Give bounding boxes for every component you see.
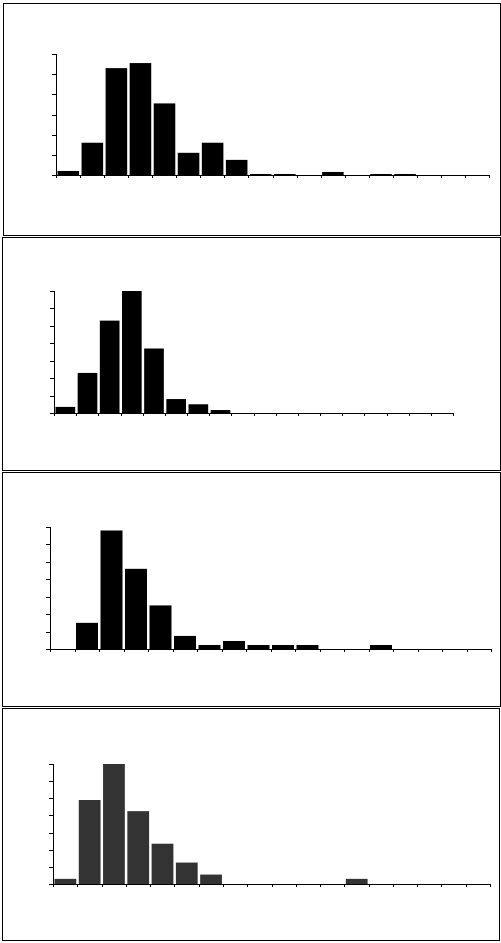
bar	[105, 68, 128, 175]
bar	[175, 862, 198, 884]
bar	[144, 348, 164, 413]
chart-panel	[2, 472, 501, 707]
bar	[200, 874, 222, 884]
bar	[55, 406, 76, 413]
bar	[177, 152, 200, 175]
bar	[201, 142, 224, 175]
bar	[78, 800, 101, 884]
bar	[153, 103, 176, 175]
bar	[151, 843, 174, 884]
bar	[127, 811, 150, 884]
bar	[247, 644, 270, 649]
bar	[345, 878, 368, 884]
chart-panel	[2, 237, 501, 471]
bar	[174, 635, 196, 649]
bar	[122, 291, 142, 413]
bar	[370, 173, 392, 175]
bar	[76, 622, 98, 649]
chart-panel	[3, 3, 501, 236]
bar	[198, 644, 221, 649]
bar	[54, 878, 77, 884]
bar	[125, 568, 147, 649]
bar	[225, 159, 248, 175]
bar	[77, 372, 98, 413]
bar	[274, 173, 296, 175]
bar	[57, 170, 80, 175]
bar	[129, 63, 152, 176]
bar	[370, 644, 392, 649]
bar	[210, 410, 231, 413]
bar	[166, 399, 186, 413]
bar	[322, 171, 344, 175]
bar	[188, 404, 209, 413]
bar	[249, 173, 272, 175]
bar	[100, 530, 123, 649]
bar	[149, 605, 172, 649]
chart-panel	[2, 708, 500, 941]
bar	[394, 173, 416, 175]
bar	[272, 644, 294, 649]
bar	[103, 764, 125, 884]
bar	[81, 142, 104, 175]
bar	[99, 320, 120, 413]
bar	[223, 640, 245, 649]
bar	[296, 644, 319, 649]
